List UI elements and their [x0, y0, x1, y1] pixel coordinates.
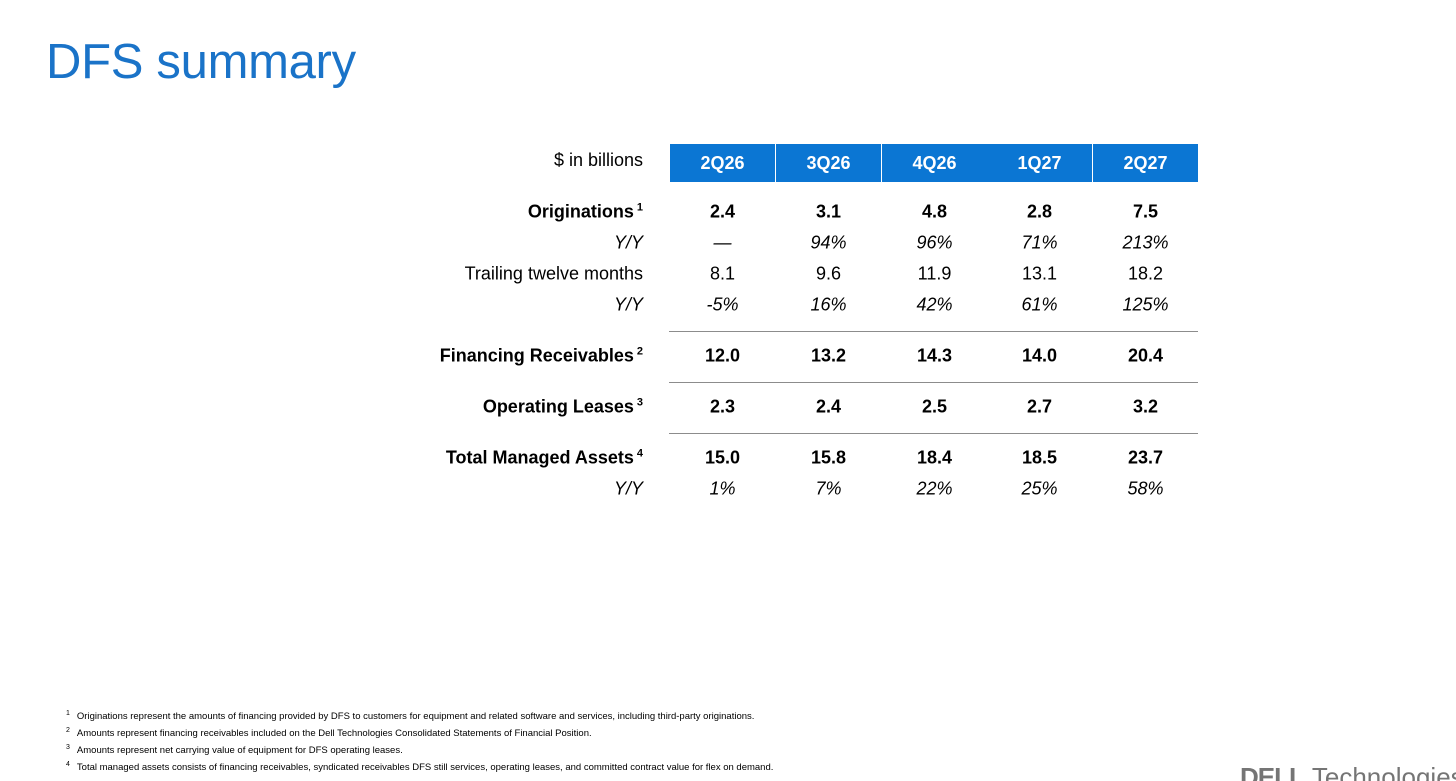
table-cell: 7.5: [1132, 201, 1159, 222]
table-cell: 42%: [916, 294, 953, 315]
table-cell: 2.7: [1026, 396, 1053, 417]
row-label-text: Y/Y: [613, 232, 643, 253]
table-cell: 16%: [810, 294, 847, 315]
table-cell: 96%: [916, 232, 953, 253]
row-label-text: Y/Y: [613, 294, 643, 315]
footnote-text: Amounts represent net carrying value of …: [76, 745, 403, 756]
table-cell: 12.0: [704, 345, 741, 366]
dell-technologies-logo: DELL Technologies: [1240, 764, 1456, 781]
table-cell: -5%: [706, 294, 739, 315]
row-label: Total Managed Assets 4: [446, 448, 643, 469]
table-cell: 2.4: [709, 201, 736, 222]
table-cell: 8.1: [709, 263, 736, 284]
footnote-number: 4: [66, 761, 70, 768]
footnote-text: Originations represent the amounts of fi…: [76, 711, 755, 722]
footnote-number: 3: [66, 744, 70, 751]
table-cell: 2.5: [921, 396, 948, 417]
table-cell: 22%: [916, 478, 953, 499]
table-cell: 125%: [1122, 294, 1169, 315]
table-cell: 7%: [815, 478, 842, 499]
column-header: 4Q26: [882, 144, 987, 182]
table-cell: 18.5: [1021, 447, 1058, 468]
footnote-text: Total managed assets consists of financi…: [76, 762, 774, 773]
footnote-number: 1: [66, 710, 70, 717]
footnotes: 1 Originations represent the amounts of f…: [66, 707, 773, 775]
row-divider: [669, 433, 1198, 434]
footnote-text: Amounts represent financing receivables …: [76, 728, 592, 739]
table-cell: 23.7: [1127, 447, 1164, 468]
footnote-ref: 2: [636, 345, 643, 358]
table-cell: 20.4: [1127, 345, 1164, 366]
table-cell: 15.8: [810, 447, 847, 468]
row-label-text: Y/Y: [613, 478, 643, 499]
logo-mark: DELL: [1240, 764, 1305, 781]
table-cell: 13.2: [810, 345, 847, 366]
row-label: Financing Receivables 2: [440, 346, 643, 367]
row-label-text: Trailing twelve months: [464, 263, 643, 284]
table-cell: 4.8: [921, 201, 948, 222]
column-header: 2Q27: [1093, 144, 1198, 182]
table-cell: 2.4: [815, 396, 842, 417]
table-cell: 14.0: [1021, 345, 1058, 366]
row-label-text: Originations: [527, 201, 634, 222]
column-header: 1Q27: [987, 144, 1092, 182]
footnote-number: 2: [66, 727, 70, 734]
row-label-text: Total Managed Assets: [445, 447, 634, 468]
row-label-text: Operating Leases: [482, 396, 634, 417]
table-cell: 9.6: [815, 263, 842, 284]
footnote: 4 Total managed assets consists of financ…: [66, 758, 773, 775]
row-divider: [669, 331, 1198, 332]
row-label: Y/Y: [614, 295, 643, 316]
row-label: Operating Leases 3: [483, 397, 643, 418]
table-cell: 1%: [709, 478, 736, 499]
table-cell: 18.2: [1127, 263, 1164, 284]
footnote-ref: 1: [636, 201, 643, 214]
table-cell: 213%: [1122, 232, 1169, 253]
page-title: DFS summary: [46, 35, 356, 89]
row-label: Y/Y: [614, 233, 643, 254]
table-cell: 2.8: [1026, 201, 1053, 222]
table-cell: 11.9: [917, 263, 952, 284]
row-label-text: Financing Receivables: [439, 345, 634, 366]
row-label: Originations 1: [528, 202, 643, 223]
table-cell: 13.1: [1021, 263, 1058, 284]
table-cell: 14.3: [916, 345, 953, 366]
logo-word: Technologies: [1311, 764, 1456, 781]
table-cell: 61%: [1021, 294, 1058, 315]
column-header: 2Q26: [670, 144, 775, 182]
table-cell: 15.0: [704, 447, 741, 468]
table-cell: 94%: [810, 232, 847, 253]
column-header: 3Q26: [776, 144, 881, 182]
table-cell: —: [713, 232, 732, 253]
table-cell: 3.2: [1132, 396, 1159, 417]
units-label: $ in billions: [553, 150, 643, 170]
row-divider: [669, 382, 1198, 383]
row-label: Trailing twelve months: [465, 264, 643, 285]
table-cell: 58%: [1127, 478, 1164, 499]
table-cell: 71%: [1021, 232, 1058, 253]
row-label: Y/Y: [614, 479, 643, 500]
table-cell: 3.1: [815, 201, 842, 222]
table-cell: 25%: [1021, 478, 1058, 499]
footnote: 2 Amounts represent financing receivables…: [66, 724, 773, 741]
footnote-ref: 4: [636, 447, 643, 460]
table-cell: 2.3: [709, 396, 736, 417]
footnote: 3 Amounts represent net carrying value of…: [66, 741, 773, 758]
footnote: 1 Originations represent the amounts of f…: [66, 707, 773, 724]
table-cell: 18.4: [916, 447, 953, 468]
footnote-ref: 3: [636, 396, 643, 409]
